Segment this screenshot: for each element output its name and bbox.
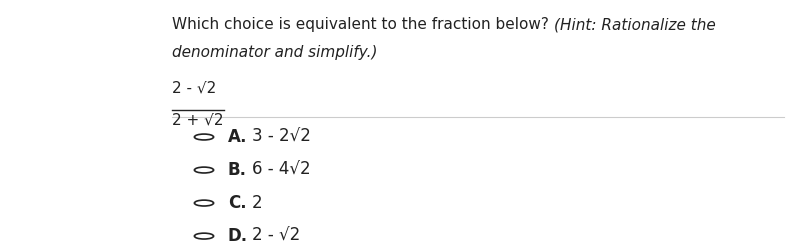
Text: 2 - √2: 2 - √2	[252, 227, 300, 245]
Text: D.: D.	[228, 227, 248, 245]
Text: B.: B.	[228, 161, 247, 179]
Text: (Hint: Rationalize the: (Hint: Rationalize the	[554, 17, 715, 32]
Text: Which choice is equivalent to the fraction below?: Which choice is equivalent to the fracti…	[172, 17, 554, 32]
Text: 3 - 2√2: 3 - 2√2	[252, 128, 311, 146]
Text: C.: C.	[228, 194, 246, 212]
Text: 2: 2	[252, 194, 262, 212]
Text: 2 - √2: 2 - √2	[172, 81, 216, 96]
Text: 6 - 4√2: 6 - 4√2	[252, 161, 310, 179]
Text: denominator and simplify.): denominator and simplify.)	[172, 45, 378, 60]
Text: 2 + √2: 2 + √2	[172, 113, 223, 127]
Text: A.: A.	[228, 128, 247, 146]
